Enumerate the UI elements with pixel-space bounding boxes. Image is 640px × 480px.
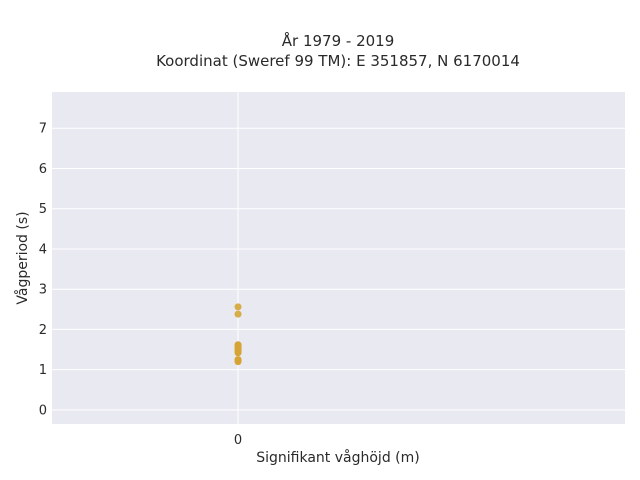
x-axis-label: Signifikant våghöjd (m) [256, 449, 419, 466]
y-axis-label: Vågperiod (s) [14, 211, 31, 304]
y-tick-label: 3 [39, 283, 47, 298]
plot-area [52, 92, 625, 424]
y-tick-label: 2 [39, 323, 47, 338]
y-gridlines [52, 127, 625, 411]
x-tick-label: 0 [234, 433, 242, 448]
y-tick-labels: 0 1 2 3 4 5 6 7 [39, 122, 47, 419]
y-tick-label: 7 [39, 122, 47, 137]
y-tick-label: 1 [39, 363, 47, 378]
y-tick-label: 4 [39, 242, 47, 257]
data-point [234, 310, 242, 318]
chart-title-line2: Koordinat (Sweref 99 TM): E 351857, N 61… [156, 52, 520, 70]
y-tick-label: 6 [39, 162, 47, 177]
x-tick-labels: 00,010,020,030,040,05 [234, 433, 242, 448]
x-gridlines [237, 92, 239, 424]
y-tick-label: 0 [39, 403, 47, 418]
y-tick-label: 5 [39, 202, 47, 217]
data-point [234, 303, 242, 311]
chart-title-line1: År 1979 - 2019 [282, 31, 395, 50]
data-points [234, 303, 242, 366]
